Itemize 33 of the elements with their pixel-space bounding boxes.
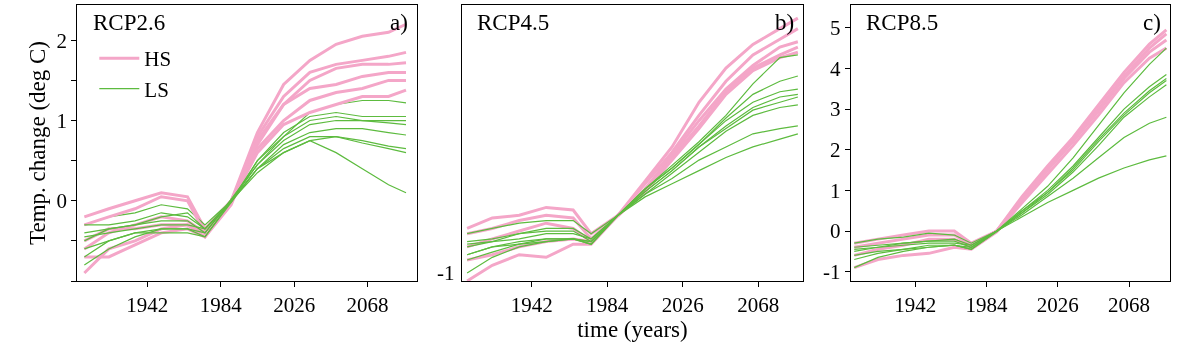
annotation: c) (1143, 10, 1161, 35)
chart-title: RCP8.5 (866, 10, 939, 35)
x-tick-label: 2068 (346, 293, 389, 318)
x-tick-label: 2026 (273, 293, 316, 318)
x-axis-title: time (years) (577, 317, 688, 343)
y-tick-label: -1 (823, 260, 841, 284)
x-tick-label: 2068 (737, 293, 780, 318)
legend-label: LS (144, 77, 169, 102)
y-tick-label: 3 (830, 97, 841, 122)
y-tick-label: 0 (830, 219, 841, 244)
y-tick-label: 2 (56, 28, 68, 53)
x-tick-label: 1984 (586, 293, 629, 318)
y-tick-label: 1 (56, 108, 68, 133)
legend-label: HS (144, 47, 172, 72)
annotation: a) (390, 10, 408, 35)
annotation: b) (775, 10, 795, 35)
y-tick-label: 1 (830, 178, 841, 203)
y-tick-label: 0 (56, 189, 68, 214)
text: -1 (437, 261, 455, 285)
chart-title: RCP4.5 (477, 10, 550, 35)
x-tick-label: 1942 (126, 293, 169, 318)
y-tick-label: 5 (830, 16, 841, 41)
y-tick-label: 4 (830, 56, 842, 81)
x-tick-label: 1984 (965, 293, 1009, 318)
chart-title: RCP2.6 (93, 10, 166, 35)
x-tick-label: 2026 (1036, 293, 1079, 318)
x-tick-label: 2068 (1108, 293, 1151, 318)
x-tick-label: 1984 (199, 293, 243, 318)
x-tick-label: 1942 (510, 293, 553, 318)
y-axis-title: Temp. change (deg C) (25, 40, 50, 246)
y-tick-label: 2 (830, 138, 841, 163)
x-tick-label: 2026 (661, 293, 704, 318)
x-tick-label: 1942 (894, 293, 937, 318)
